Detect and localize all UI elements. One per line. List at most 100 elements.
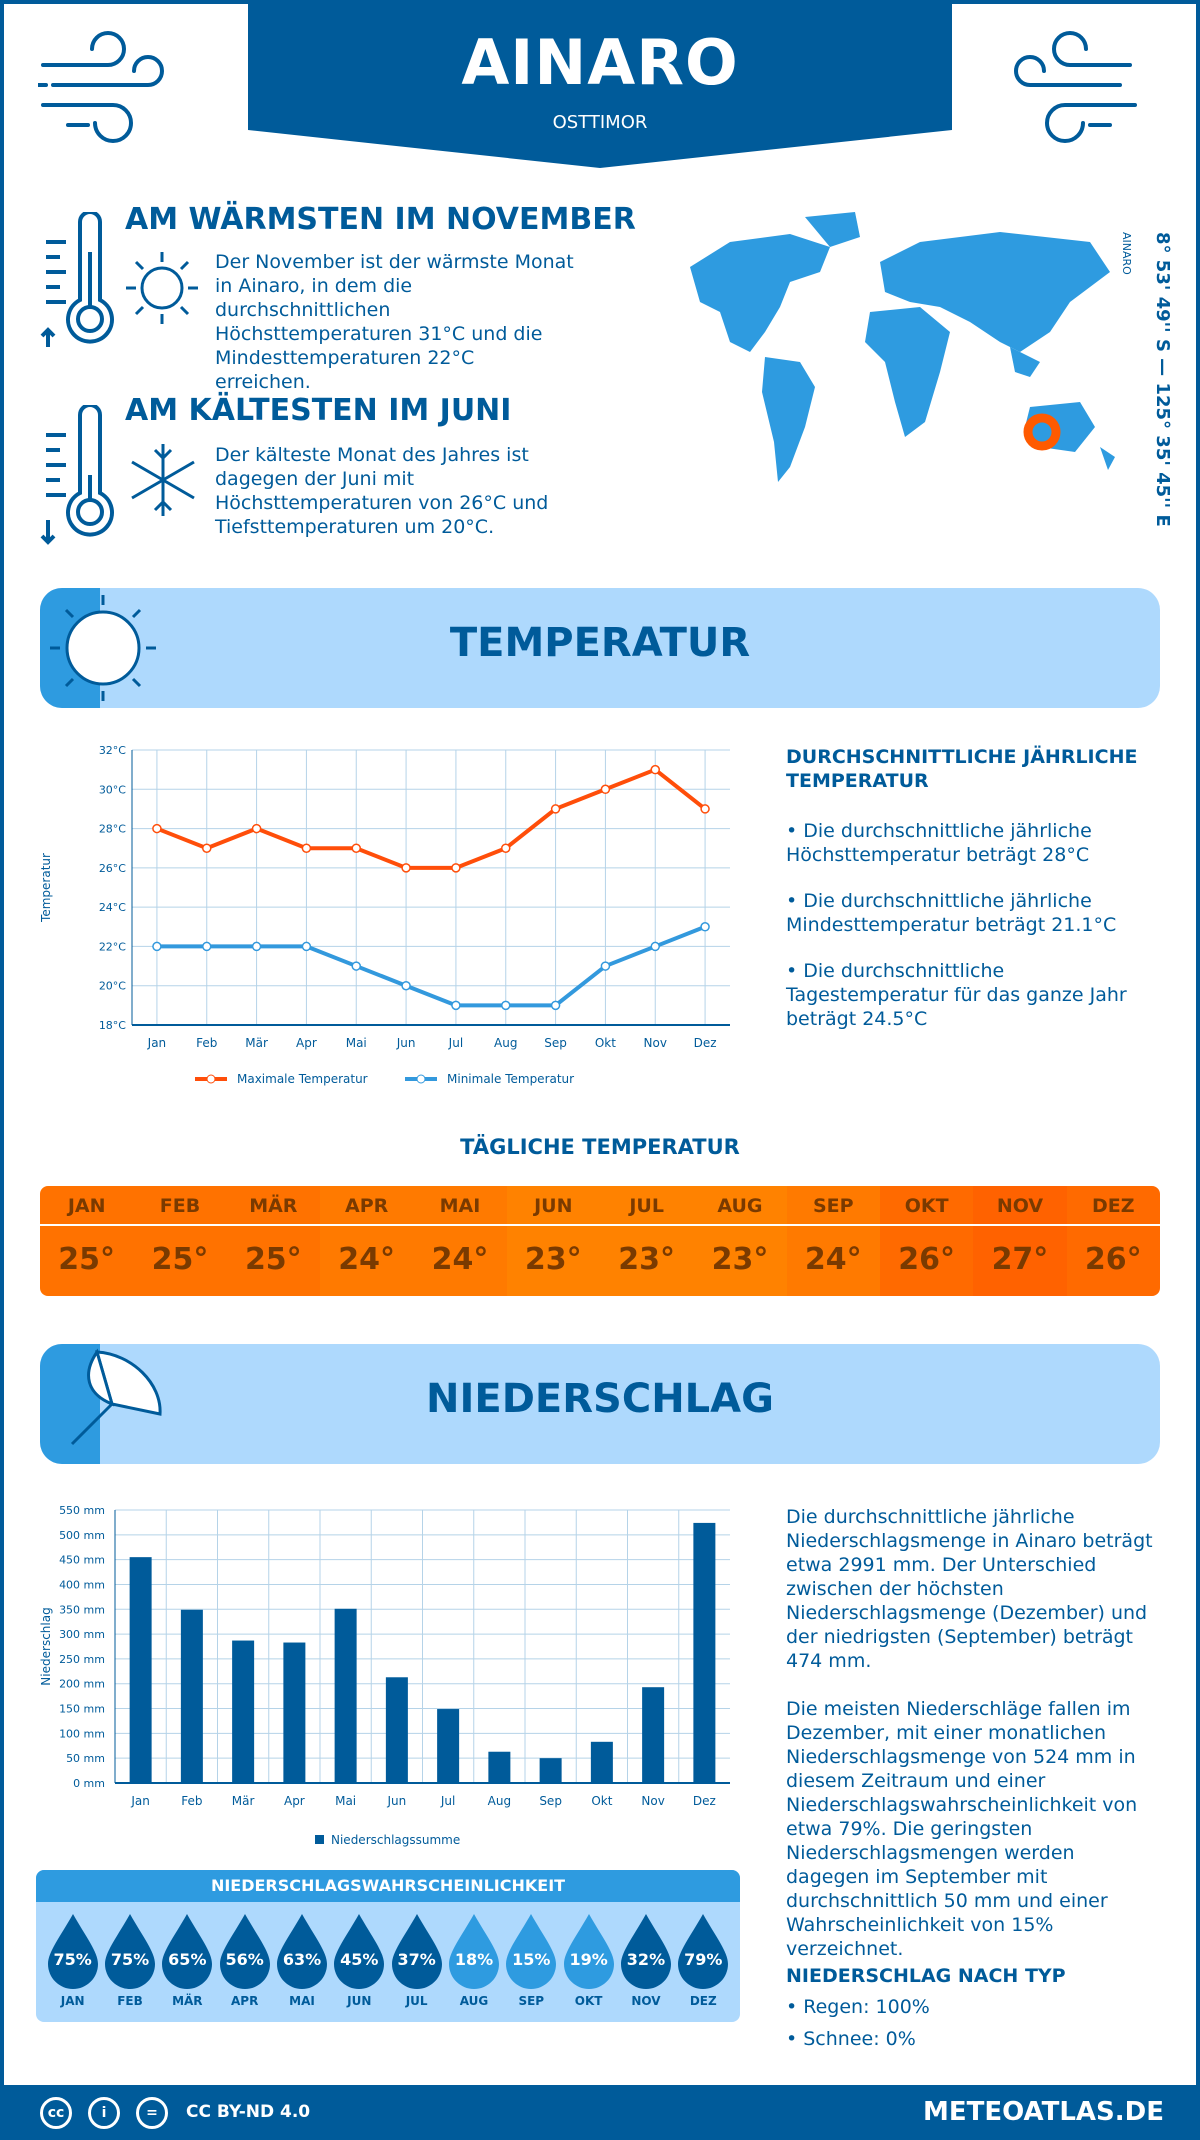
y-tick-label: 100 mm bbox=[59, 1727, 105, 1740]
probability-month: NOV bbox=[631, 1994, 661, 2008]
data-point bbox=[700, 922, 710, 932]
data-point bbox=[202, 843, 212, 853]
probability-drop: 32% NOV bbox=[617, 1902, 674, 2020]
probability-value: 63% bbox=[282, 1950, 322, 1969]
probability-drop: 15% SEP bbox=[503, 1902, 560, 2020]
probability-drop: 19% OKT bbox=[560, 1902, 617, 2020]
daily-value: 25° bbox=[244, 1242, 302, 1277]
raindrop-icon bbox=[219, 1914, 270, 1989]
probability-value: 32% bbox=[626, 1950, 666, 1969]
daily-month: NOV bbox=[973, 1186, 1067, 1226]
daily-temp-mai: MAI 24° bbox=[413, 1186, 507, 1296]
site-link[interactable]: METEOATLAS.DE bbox=[922, 2097, 1164, 2127]
x-tick-label: Dez bbox=[693, 1794, 716, 1808]
precip-bar-sep bbox=[539, 1758, 562, 1783]
raindrop-icon bbox=[563, 1914, 614, 1989]
y-tick-label: 550 mm bbox=[59, 1504, 105, 1517]
daily-temp-heading: TÄGLICHE TEMPERATUR bbox=[460, 1135, 740, 1159]
annual-temp-heading: DURCHSCHNITTLICHE JÄHRLICHE TEMPERATUR bbox=[786, 746, 1138, 792]
world-map bbox=[690, 212, 1115, 482]
raindrop-icon bbox=[391, 1914, 442, 1989]
x-tick-label: Okt bbox=[591, 1794, 612, 1808]
daily-month: MÄR bbox=[226, 1186, 320, 1226]
y-tick-label: 50 mm bbox=[66, 1752, 105, 1765]
probability-month: SEP bbox=[518, 1994, 545, 2008]
probability-value: 18% bbox=[454, 1950, 494, 1969]
daily-temp-apr: APR 24° bbox=[319, 1186, 414, 1296]
series-line-min bbox=[156, 924, 706, 1008]
wind-icon-right bbox=[1014, 31, 1137, 143]
warmest-heading: AM WÄRMSTEN IM NOVEMBER bbox=[125, 202, 636, 237]
legend-marker bbox=[416, 1074, 426, 1084]
probability-value: 37% bbox=[397, 1950, 436, 1969]
attribution-icon: i bbox=[88, 2097, 120, 2129]
raindrop-icon bbox=[506, 1914, 557, 1989]
x-tick-label: Mär bbox=[245, 1036, 268, 1050]
x-tick-label: Okt bbox=[595, 1036, 616, 1050]
probability-value: 19% bbox=[569, 1950, 608, 1969]
daily-value: 27° bbox=[991, 1242, 1049, 1277]
x-tick-label: Apr bbox=[296, 1036, 317, 1050]
x-tick-label: Aug bbox=[494, 1036, 517, 1050]
precip-bar-apr bbox=[283, 1642, 306, 1783]
y-axis-label: Temperatur bbox=[39, 853, 53, 923]
raindrop-icon bbox=[678, 1914, 729, 1989]
daily-temp-feb: FEB 25° bbox=[133, 1186, 227, 1296]
location-marker bbox=[1023, 413, 1061, 451]
precip-bar-jan bbox=[129, 1557, 152, 1783]
data-point bbox=[501, 1000, 511, 1011]
y-tick-label: 250 mm bbox=[59, 1653, 105, 1666]
probability-month: MAI bbox=[289, 1994, 315, 2008]
header-banner: AINARO OSTTIMOR bbox=[248, 0, 952, 168]
probability-drop: 75% JAN bbox=[44, 1902, 101, 2020]
x-tick-label: Jul bbox=[440, 1794, 455, 1808]
y-tick-label: 24°C bbox=[99, 901, 126, 914]
y-tick-label: 150 mm bbox=[59, 1703, 105, 1716]
daily-month: FEB bbox=[133, 1186, 227, 1226]
precip-bar-jun bbox=[385, 1677, 408, 1783]
license-text[interactable]: CC BY-ND 4.0 bbox=[186, 2102, 311, 2122]
y-tick-label: 300 mm bbox=[59, 1628, 105, 1641]
raindrop-icon bbox=[334, 1914, 385, 1989]
daily-value: 26° bbox=[898, 1242, 955, 1277]
probability-drop: 37% JUL bbox=[388, 1902, 445, 2020]
probability-month: DEZ bbox=[689, 1994, 717, 2008]
snowflake-icon bbox=[131, 444, 195, 516]
data-point bbox=[351, 843, 361, 853]
precip-type-rain: • Regen: 100% bbox=[786, 1996, 930, 2018]
daily-value: 25° bbox=[151, 1242, 209, 1277]
y-tick-label: 20°C bbox=[99, 980, 126, 993]
legend-label: Niederschlagssumme bbox=[331, 1833, 460, 1847]
probability-month: APR bbox=[230, 1994, 259, 2008]
umbrella-rain-icon bbox=[70, 1348, 162, 1446]
y-tick-label: 28°C bbox=[99, 823, 126, 836]
annual-temp-bullet: • Die durchschnittliche jährliche Mindes… bbox=[786, 890, 1117, 936]
x-tick-label: Aug bbox=[488, 1794, 511, 1808]
sun-large-icon bbox=[50, 595, 156, 701]
data-point bbox=[700, 804, 710, 814]
daily-month: SEP bbox=[786, 1186, 880, 1226]
probability-heading: NIEDERSCHLAGSWAHRSCHEINLICHKEIT bbox=[36, 1870, 740, 1902]
daily-value: 25° bbox=[58, 1242, 116, 1277]
probability-month: FEB bbox=[117, 1994, 143, 2008]
precip-bar-jul bbox=[437, 1709, 460, 1783]
warmest-text: Der November ist der wärmste Monat in Ai… bbox=[215, 251, 574, 393]
precip-bar-aug bbox=[488, 1751, 511, 1783]
precip-summary: Die durchschnittliche jährliche Niedersc… bbox=[786, 1506, 1153, 1672]
temperature-banner: TEMPERATUR bbox=[40, 588, 1160, 708]
precip-bar-mai bbox=[334, 1608, 357, 1783]
footer: cc i = CC BY-ND 4.0 METEOATLAS.DE bbox=[0, 2085, 1200, 2140]
daily-temperature-strip: JAN 25° FEB 25° MÄR 25° APR 24° MAI 24° JUN 23° JUL 2… bbox=[40, 1186, 1160, 1296]
y-tick-label: 400 mm bbox=[59, 1578, 105, 1591]
x-tick-label: Jun bbox=[396, 1036, 416, 1050]
no-derivatives-icon: = bbox=[136, 2097, 168, 2129]
probability-value: 79% bbox=[684, 1950, 723, 1969]
data-point bbox=[600, 961, 611, 971]
data-point bbox=[650, 764, 660, 775]
precipitation-title: NIEDERSCHLAG bbox=[426, 1376, 774, 1422]
city-title: AINARO bbox=[461, 26, 739, 99]
daily-temp-aug: AUG 23° bbox=[693, 1186, 787, 1296]
daily-month: JAN bbox=[40, 1186, 134, 1226]
x-tick-label: Feb bbox=[181, 1794, 202, 1808]
data-point bbox=[451, 863, 461, 873]
